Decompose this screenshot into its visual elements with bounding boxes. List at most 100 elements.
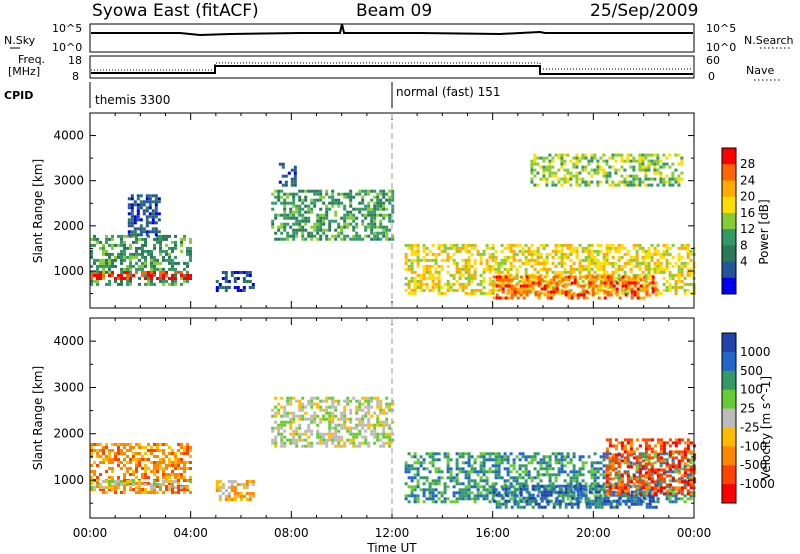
data-cell [458,494,462,498]
data-cell [659,177,663,181]
data-cell [352,426,356,430]
data-cell [518,452,522,456]
data-cell [135,252,138,256]
data-cell [141,237,144,241]
data-cell [108,258,111,262]
data-cell [653,270,657,274]
data-cell [501,287,505,291]
data-cell [289,396,293,400]
data-cell [644,282,648,286]
data-cell [509,497,513,501]
data-cell [413,497,417,501]
data-cell [510,278,514,282]
data-cell [382,192,386,196]
data-cell [304,444,308,448]
data-cell [632,177,636,181]
data-cell [316,414,320,418]
data-cell [150,470,153,473]
data-cell [569,485,573,489]
data-cell [587,470,591,474]
data-cell [298,210,302,214]
x-tick-label: 08:00 [274,526,309,540]
data-cell [148,200,152,204]
data-cell [334,213,338,217]
data-cell [629,180,633,184]
data-cell [594,499,598,503]
data-cell [590,476,594,480]
data-cell [524,482,528,486]
data-cell [144,271,147,274]
data-cell [635,243,639,247]
data-cell [608,500,612,504]
data-cell [376,396,380,400]
data-cell [117,458,120,461]
data-cell [651,275,655,279]
data-cell [361,198,365,202]
data-cell [352,435,356,439]
data-cell [632,183,636,187]
data-cell [154,212,158,216]
data-cell [674,486,678,490]
data-cell [379,405,383,409]
data-cell [536,461,540,465]
data-cell [114,458,117,461]
data-cell [431,252,435,256]
data-cell [319,234,323,238]
data-cell [594,487,598,491]
data-cell [171,279,174,283]
data-cell [358,237,362,241]
data-cell [144,277,147,280]
data-cell [443,491,447,495]
data-cell [542,246,546,250]
data-cell [512,485,516,489]
data-cell [165,234,168,238]
data-cell [536,255,540,259]
data-cell [494,270,498,274]
data-cell [689,486,693,490]
data-cell [596,291,600,295]
data-cell [677,273,681,277]
data-cell [659,441,663,445]
data-cell [491,482,495,486]
data-cell [319,189,323,193]
data-cell [168,458,171,461]
data-cell [440,494,444,498]
data-cell [566,270,570,274]
data-cell [310,225,314,229]
data-cell [177,461,180,464]
data-cell [236,483,240,486]
data-cell [340,414,344,418]
data-cell [189,249,192,253]
data-cell [470,491,474,495]
data-cell [388,408,392,412]
data-cell [90,452,93,455]
data-cell [280,432,284,436]
data-cell [542,264,546,268]
data-cell [623,486,627,490]
data-cell [570,490,574,494]
data-cell [645,293,649,297]
data-cell [497,470,501,474]
data-cell [304,195,308,199]
data-cell [349,210,353,214]
data-cell [141,491,144,494]
data-cell [680,162,684,166]
data-cell [566,243,570,247]
data-cell [494,261,498,265]
data-cell [331,192,335,196]
data-cell [500,261,504,265]
data-cell [218,286,222,289]
data-cell [289,432,293,436]
data-cell [621,275,625,279]
data-cell [662,243,666,247]
data-cell [599,168,603,172]
data-cell [617,243,621,247]
data-cell [286,222,290,226]
data-cell [304,210,308,214]
data-cell [183,479,186,482]
data-cell [542,177,546,181]
data-cell [551,270,555,274]
data-cell [662,255,666,259]
data-cell [647,453,651,457]
data-cell [431,494,435,498]
